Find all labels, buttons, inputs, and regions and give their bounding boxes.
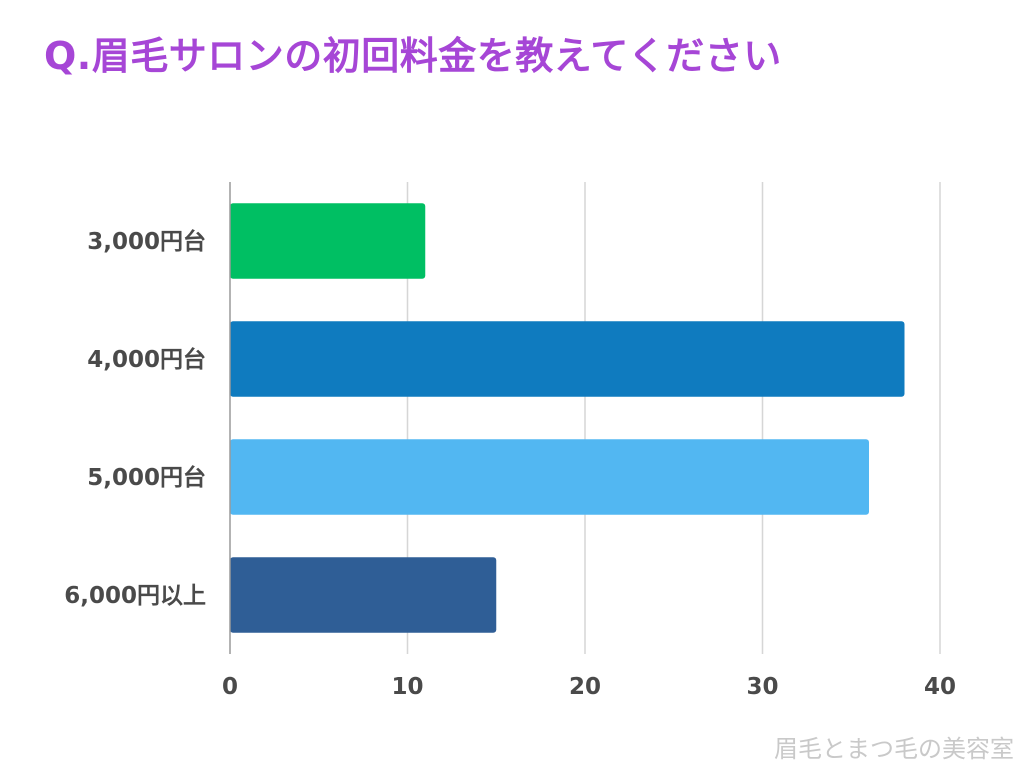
x-tick-label: 30: [746, 674, 778, 700]
category-label: 4,000円台: [87, 346, 206, 373]
category-label: 6,000円以上: [64, 583, 206, 609]
x-tick-label: 10: [391, 674, 423, 700]
bars: [230, 203, 905, 633]
x-tick-labels: 0 10 20 30 40: [222, 674, 956, 700]
x-tick-label: 0: [222, 674, 238, 700]
bar: [230, 557, 497, 633]
bar: [230, 439, 869, 515]
category-labels: 3,000円台 4,000円台 5,000円台 6,000円以上: [64, 228, 206, 609]
category-label: 5,000円台: [87, 464, 206, 491]
chart-title: Q.眉毛サロンの初回料金を教えてください: [44, 34, 782, 78]
watermark-text: 眉毛とまつ毛の美容室: [774, 735, 1014, 763]
x-tick-label: 20: [569, 674, 601, 700]
category-label: 3,000円台: [87, 228, 206, 255]
bar: [230, 321, 905, 397]
x-tick-label: 40: [924, 674, 956, 700]
bar: [230, 203, 426, 279]
